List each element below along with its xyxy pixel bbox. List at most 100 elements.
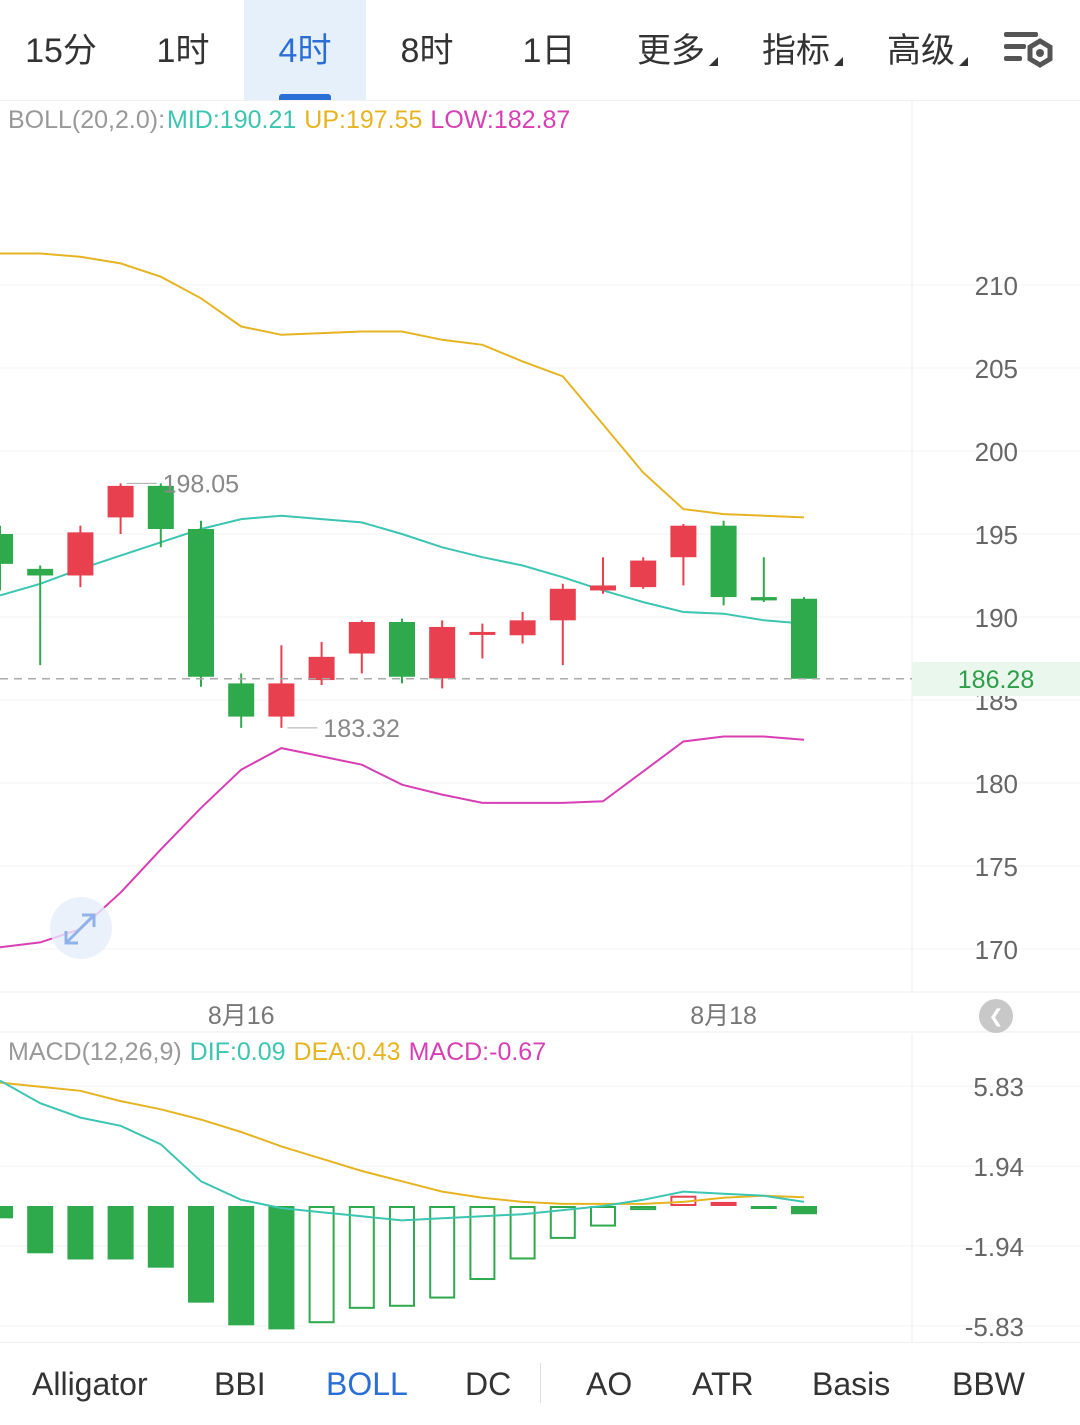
boll-upper-line — [0, 252, 805, 519]
indicator-label: BBI — [214, 1366, 266, 1402]
candle — [469, 623, 496, 659]
skip-back-icon: ❮ — [988, 1006, 1004, 1026]
macd-histogram-bar — [710, 1201, 737, 1206]
indicator-boll[interactable]: BOLL — [326, 1343, 408, 1423]
indicator-label: AO — [586, 1366, 633, 1402]
price-axis-label: 175 — [975, 852, 1018, 882]
boll-legend-up: UP:197.55 — [304, 106, 423, 134]
tab-label: 15分 — [25, 32, 97, 70]
candlestick-chart[interactable]: 210205200195190185180175170198.05183.328… — [0, 100, 1080, 1040]
expand-arrows-icon — [64, 913, 96, 945]
indicator-atr[interactable]: ATR — [692, 1343, 754, 1423]
tab-label: 高级 — [887, 32, 955, 70]
tab-label: 更多 — [637, 32, 705, 70]
macd-axis-label: 5.83 — [973, 1072, 1024, 1102]
macd-histogram-bar — [268, 1206, 295, 1330]
candle-body — [147, 485, 174, 530]
price-axis-label: 210 — [975, 271, 1018, 301]
price-axis-label: 180 — [975, 769, 1018, 799]
price-axis-label: 190 — [975, 603, 1018, 633]
tab-more[interactable]: 更多 — [615, 0, 740, 100]
candle-body — [348, 621, 375, 654]
expand-chart-button[interactable] — [50, 897, 112, 959]
candle — [228, 673, 255, 728]
candle-body — [630, 560, 657, 588]
candle — [710, 520, 737, 606]
candle-body — [590, 585, 616, 591]
current-price-tag: 186.28 — [912, 662, 1080, 696]
indicator-divider — [540, 1363, 541, 1403]
macd-histogram-bar — [791, 1206, 817, 1215]
tab-label: 1日 — [522, 32, 576, 70]
candle — [268, 645, 295, 728]
candle-body — [429, 626, 456, 679]
candle-body — [107, 485, 134, 518]
dropdown-triangle-icon — [709, 57, 718, 66]
indicator-basis[interactable]: Basis — [812, 1343, 890, 1423]
tab-1hour[interactable]: 1时 — [122, 0, 244, 100]
candle-body — [228, 683, 255, 717]
boll-legend: BOLL(20,2.0):MID:190.21 UP:197.55 LOW:182.… — [8, 106, 578, 135]
tab-15min[interactable]: 15分 — [0, 0, 122, 100]
tab-label: 4时 — [278, 32, 332, 70]
tab-advanced[interactable]: 高级 — [865, 0, 990, 100]
tab-label: 1时 — [156, 32, 210, 70]
low-price-label: 183.32 — [323, 715, 399, 743]
boll-mid-line — [0, 514, 805, 625]
candle-body — [0, 534, 13, 564]
boll-legend-low: LOW:182.87 — [430, 106, 571, 134]
candle — [750, 557, 777, 603]
boll-lower-line — [0, 735, 805, 949]
tab-4hour[interactable]: 4时 — [244, 0, 366, 100]
macd-legend-dea: DEA:0.43 — [293, 1038, 401, 1066]
tab-label: 8时 — [400, 32, 454, 70]
scroll-to-latest-button[interactable]: ❮ — [979, 999, 1013, 1033]
candle-body — [710, 525, 737, 598]
candle — [429, 620, 456, 689]
candle — [308, 641, 335, 686]
candle — [509, 612, 536, 644]
indicator-ao[interactable]: AO — [586, 1343, 632, 1423]
macd-histogram-bar — [67, 1206, 94, 1260]
macd-axis-label: 1.94 — [973, 1152, 1024, 1182]
macd-axis-label: -5.83 — [965, 1312, 1024, 1342]
candle-body — [67, 532, 94, 576]
indicator-bbw[interactable]: BBW — [952, 1343, 1025, 1423]
date-axis-label: 8月18 — [690, 1002, 757, 1030]
indicator-dc[interactable]: DC — [465, 1343, 511, 1423]
boll-legend-name: BOLL(20,2.0): — [8, 106, 166, 134]
indicator-bar: Alligator BBI BOLL DC AO ATR Basis BBW — [0, 1342, 1080, 1423]
indicator-label: ATR — [692, 1366, 754, 1402]
price-axis-label: 170 — [975, 935, 1018, 965]
macd-dea-line — [0, 1081, 805, 1205]
candle-body — [469, 631, 496, 635]
macd-histogram-bar — [107, 1206, 134, 1260]
candle — [348, 620, 375, 674]
candle-body — [27, 568, 54, 576]
macd-histogram-bar — [188, 1206, 214, 1303]
macd-histogram-bar — [429, 1206, 456, 1299]
candle — [549, 583, 576, 666]
macd-axis-label: -1.94 — [965, 1232, 1024, 1262]
macd-histogram-bar — [549, 1206, 576, 1239]
high-price-label: 198.05 — [163, 470, 239, 498]
macd-histogram-bar — [147, 1206, 174, 1268]
dropdown-triangle-icon — [834, 57, 843, 66]
macd-histogram-bar — [27, 1206, 54, 1254]
indicator-bbi[interactable]: BBI — [214, 1343, 266, 1423]
chart-settings-icon[interactable] — [1000, 28, 1056, 74]
candle — [67, 525, 94, 588]
price-axis-label: 195 — [975, 520, 1018, 550]
macd-histogram-bar — [469, 1206, 496, 1281]
candle-body — [509, 620, 536, 636]
macd-histogram-bar — [750, 1206, 777, 1209]
tab-1day[interactable]: 1日 — [488, 0, 610, 100]
indicator-alligator[interactable]: Alligator — [32, 1343, 148, 1423]
candle-body — [308, 656, 335, 681]
tab-indicators[interactable]: 指标 — [740, 0, 865, 100]
tab-8hour[interactable]: 8时 — [366, 0, 488, 100]
indicator-label: Basis — [812, 1366, 891, 1402]
candle — [147, 483, 174, 548]
macd-chart[interactable]: 5.83 1.94 -1.94 -5.83 — [0, 1034, 1080, 1342]
boll-legend-mid: MID:190.21 — [167, 106, 297, 134]
